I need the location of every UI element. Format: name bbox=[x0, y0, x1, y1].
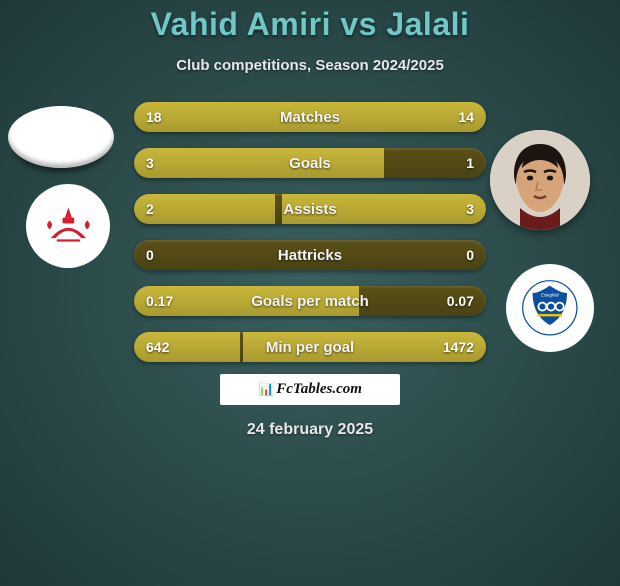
bar-label: Hattricks bbox=[134, 240, 486, 270]
bar-matches: 18 Matches 14 bbox=[134, 102, 486, 132]
bar-label: Assists bbox=[134, 194, 486, 224]
bar-label: Goals per match bbox=[134, 286, 486, 316]
player-face-icon bbox=[490, 130, 590, 230]
bar-right-value: 3 bbox=[466, 194, 474, 224]
esteghlal-logo-icon: Esteghlal bbox=[519, 277, 581, 339]
persepolis-logo-icon bbox=[39, 197, 98, 256]
bar-right-value: 0.07 bbox=[447, 286, 474, 316]
footer-badge: 📊FcTables.com bbox=[220, 374, 400, 405]
date-text: 24 february 2025 bbox=[0, 421, 620, 439]
bar-label: Goals bbox=[134, 148, 486, 178]
bar-hattricks: 0 Hattricks 0 bbox=[134, 240, 486, 270]
left-club-logo bbox=[26, 184, 110, 268]
bar-right-value: 14 bbox=[458, 102, 474, 132]
bar-label: Matches bbox=[134, 102, 486, 132]
stats-bars: 18 Matches 14 3 Goals 1 2 Assists 3 0 Ha… bbox=[134, 102, 486, 362]
bar-label: Min per goal bbox=[134, 332, 486, 362]
page-subtitle: Club competitions, Season 2024/2025 bbox=[0, 57, 620, 74]
bar-right-value: 1472 bbox=[443, 332, 474, 362]
svg-text:Esteghlal: Esteghlal bbox=[541, 293, 560, 298]
bar-goals-per-match: 0.17 Goals per match 0.07 bbox=[134, 286, 486, 316]
left-player-avatar bbox=[8, 106, 114, 168]
bar-right-value: 1 bbox=[466, 148, 474, 178]
bar-min-per-goal: 642 Min per goal 1472 bbox=[134, 332, 486, 362]
bar-goals: 3 Goals 1 bbox=[134, 148, 486, 178]
bar-assists: 2 Assists 3 bbox=[134, 194, 486, 224]
page-title: Vahid Amiri vs Jalali bbox=[0, 6, 620, 43]
chart-icon: 📊 bbox=[258, 381, 274, 396]
right-club-logo: Esteghlal bbox=[506, 264, 594, 352]
right-player-avatar bbox=[490, 130, 590, 230]
bar-right-value: 0 bbox=[466, 240, 474, 270]
footer-text: FcTables.com bbox=[276, 381, 362, 397]
